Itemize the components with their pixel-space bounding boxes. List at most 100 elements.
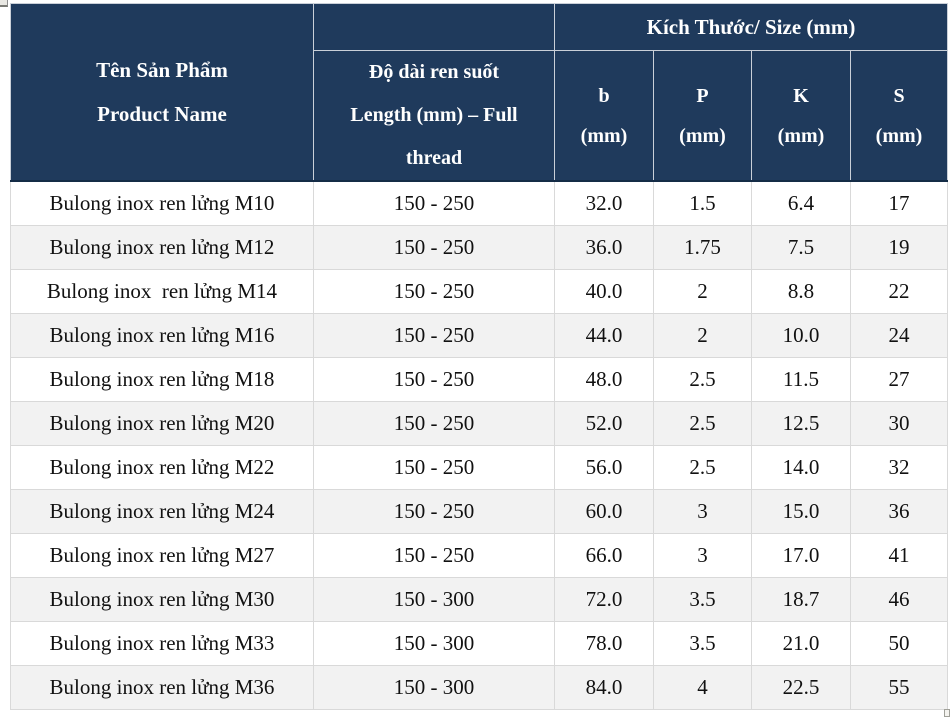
- header-col-k-symbol: K: [793, 84, 809, 107]
- header-length-en-1: Length (mm) – Full: [350, 104, 518, 126]
- cell-b: 52.0: [554, 401, 654, 446]
- cell-length: 150 - 250: [313, 401, 555, 446]
- header-col-s-symbol: S: [893, 84, 905, 107]
- header-length-vi: Độ dài ren suốt: [368, 61, 500, 83]
- cell-length: 150 - 250: [313, 357, 555, 402]
- table-row: Bulong inox ren lửng M14 150 - 250 40.0 …: [10, 269, 948, 314]
- cell-k: 18.7: [751, 577, 851, 622]
- cell-k: 8.8: [751, 269, 851, 314]
- cell-b: 72.0: [554, 577, 654, 622]
- cell-length: 150 - 300: [313, 621, 555, 666]
- cell-p: 2: [653, 313, 752, 358]
- cell-product-name: Bulong inox ren lửng M20: [10, 401, 314, 446]
- cell-p: 2.5: [653, 445, 752, 490]
- cell-length: 150 - 300: [313, 577, 555, 622]
- header-col-k: K (mm): [751, 50, 851, 182]
- cell-length: 150 - 250: [313, 445, 555, 490]
- cell-p: 3.5: [653, 621, 752, 666]
- header-col-b: b (mm): [554, 50, 654, 182]
- table-header: Tên Sản Phẩm Product Name Kích Thước/ Si…: [10, 3, 948, 182]
- header-col-p-symbol: P: [696, 84, 709, 107]
- cell-p: 3: [653, 533, 752, 578]
- cell-k: 15.0: [751, 489, 851, 534]
- header-row-2: Độ dài ren suốt Length (mm) – Full threa…: [11, 50, 948, 182]
- cell-product-name: Bulong inox ren lửng M18: [10, 357, 314, 402]
- header-col-p-unit: (mm): [679, 124, 726, 147]
- header-length-en-2: thread: [405, 147, 463, 169]
- cell-s: 24: [850, 313, 948, 358]
- cell-k: 22.5: [751, 665, 851, 710]
- cell-b: 32.0: [554, 180, 654, 226]
- table-row: Bulong inox ren lửng M22 150 - 250 56.0 …: [10, 445, 948, 490]
- table-body: Bulong inox ren lửng M10 150 - 250 32.0 …: [10, 180, 948, 710]
- table-row: Bulong inox ren lửng M30 150 - 300 72.0 …: [10, 577, 948, 622]
- cell-b: 40.0: [554, 269, 654, 314]
- cell-s: 55: [850, 665, 948, 710]
- header-col-k-unit: (mm): [777, 124, 825, 147]
- cell-s: 50: [850, 621, 948, 666]
- bolt-dimension-table-container: Tên Sản Phẩm Product Name Kích Thước/ Si…: [10, 3, 948, 710]
- cell-b: 66.0: [554, 533, 654, 578]
- table-row: Bulong inox ren lửng M36 150 - 300 84.0 …: [10, 665, 948, 710]
- header-length: Độ dài ren suốt Length (mm) – Full threa…: [313, 50, 555, 182]
- cell-product-name: Bulong inox ren lửng M12: [10, 225, 314, 270]
- cell-product-name: Bulong inox ren lửng M10: [10, 180, 314, 226]
- cell-p: 2: [653, 269, 752, 314]
- table-row: Bulong inox ren lửng M27 150 - 250 66.0 …: [10, 533, 948, 578]
- cell-k: 10.0: [751, 313, 851, 358]
- table-row: Bulong inox ren lửng M18 150 - 250 48.0 …: [10, 357, 948, 402]
- cell-product-name: Bulong inox ren lửng M14: [10, 269, 314, 314]
- cell-s: 46: [850, 577, 948, 622]
- cell-p: 3.5: [653, 577, 752, 622]
- cell-k: 12.5: [751, 401, 851, 446]
- cell-length: 150 - 250: [313, 225, 555, 270]
- cell-b: 36.0: [554, 225, 654, 270]
- cell-s: 30: [850, 401, 948, 446]
- header-empty-cell: [313, 3, 555, 51]
- header-col-b-unit: (mm): [580, 124, 628, 147]
- cell-length: 150 - 250: [313, 269, 555, 314]
- table-row: Bulong inox ren lửng M10 150 - 250 32.0 …: [10, 180, 948, 226]
- header-col-s-unit: (mm): [875, 124, 923, 147]
- cell-product-name: Bulong inox ren lửng M24: [10, 489, 314, 534]
- cell-b: 44.0: [554, 313, 654, 358]
- cell-k: 7.5: [751, 225, 851, 270]
- cell-length: 150 - 250: [313, 313, 555, 358]
- cell-k: 17.0: [751, 533, 851, 578]
- cell-s: 22: [850, 269, 948, 314]
- cell-product-name: Bulong inox ren lửng M30: [10, 577, 314, 622]
- cell-b: 84.0: [554, 665, 654, 710]
- cell-k: 6.4: [751, 180, 851, 226]
- header-product-name-en: Product Name: [97, 102, 227, 126]
- cell-s: 32: [850, 445, 948, 490]
- cell-length: 150 - 250: [313, 533, 555, 578]
- cell-product-name: Bulong inox ren lửng M36: [10, 665, 314, 710]
- cell-length: 150 - 300: [313, 665, 555, 710]
- cell-b: 60.0: [554, 489, 654, 534]
- header-col-p: P (mm): [653, 50, 752, 182]
- header-product-name-vi: Tên Sản Phẩm: [96, 58, 228, 82]
- cell-length: 150 - 250: [313, 180, 555, 226]
- cell-s: 41: [850, 533, 948, 578]
- cell-b: 48.0: [554, 357, 654, 402]
- cell-p: 3: [653, 489, 752, 534]
- table-row: Bulong inox ren lửng M20 150 - 250 52.0 …: [10, 401, 948, 446]
- cell-b: 78.0: [554, 621, 654, 666]
- table-resize-handle-icon[interactable]: [944, 709, 950, 717]
- cell-p: 1.75: [653, 225, 752, 270]
- cell-k: 11.5: [751, 357, 851, 402]
- cell-product-name: Bulong inox ren lửng M22: [10, 445, 314, 490]
- cell-k: 21.0: [751, 621, 851, 666]
- cell-p: 2.5: [653, 357, 752, 402]
- cell-k: 14.0: [751, 445, 851, 490]
- table-row: Bulong inox ren lửng M16 150 - 250 44.0 …: [10, 313, 948, 358]
- cell-product-name: Bulong inox ren lửng M16: [10, 313, 314, 358]
- table-move-handle-icon[interactable]: [0, 0, 8, 7]
- header-row-1: Tên Sản Phẩm Product Name Kích Thước/ Si…: [10, 3, 948, 182]
- cell-b: 56.0: [554, 445, 654, 490]
- table-row: Bulong inox ren lửng M12 150 - 250 36.0 …: [10, 225, 948, 270]
- cell-s: 27: [850, 357, 948, 402]
- cell-s: 19: [850, 225, 948, 270]
- cell-s: 17: [850, 180, 948, 226]
- cell-p: 1.5: [653, 180, 752, 226]
